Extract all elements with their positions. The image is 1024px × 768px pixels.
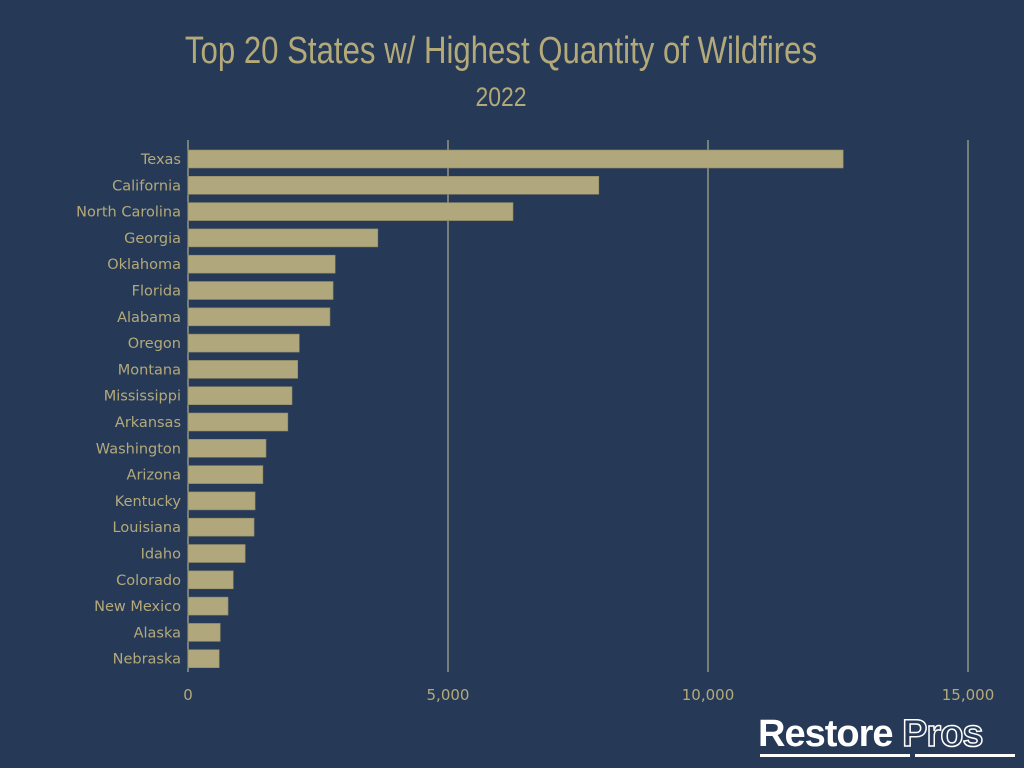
bar-kentucky bbox=[187, 491, 256, 511]
logo-underline bbox=[915, 754, 1015, 757]
category-label: Nebraska bbox=[113, 652, 181, 668]
chart-title: Top 20 States w/ Highest Quantity of Wil… bbox=[184, 30, 818, 72]
bar-georgia bbox=[187, 228, 379, 248]
bar-louisiana bbox=[187, 517, 255, 537]
bar-mississippi bbox=[187, 386, 293, 406]
x-tick-label: 0 bbox=[183, 686, 193, 704]
category-label: Alabama bbox=[117, 310, 181, 326]
category-label: Florida bbox=[132, 284, 181, 300]
category-label: Louisiana bbox=[113, 520, 181, 536]
category-label: Georgia bbox=[124, 231, 181, 247]
bar-colorado bbox=[187, 570, 234, 590]
category-label: North Carolina bbox=[76, 205, 181, 221]
bar-north-carolina bbox=[187, 202, 514, 221]
x-tick-label: 10,000 bbox=[682, 686, 735, 704]
category-label: Washington bbox=[96, 441, 181, 457]
category-label: Idaho bbox=[141, 547, 182, 563]
category-label: Alaska bbox=[134, 625, 181, 641]
category-label: Montana bbox=[118, 362, 181, 378]
category-label: Oregon bbox=[128, 336, 181, 352]
category-label: California bbox=[112, 178, 181, 194]
bar-nebraska bbox=[187, 649, 220, 669]
bar-florida bbox=[187, 281, 334, 300]
category-label: New Mexico bbox=[94, 599, 181, 615]
bar-arkansas bbox=[187, 412, 289, 432]
chart-subtitle: 2022 bbox=[475, 82, 527, 112]
bar-idaho bbox=[187, 544, 246, 563]
bar-alabama bbox=[187, 307, 331, 327]
x-tick-label: 5,000 bbox=[427, 686, 470, 704]
bar-alaska bbox=[187, 623, 221, 642]
bar-washington bbox=[187, 438, 267, 458]
category-label: Mississippi bbox=[104, 389, 181, 405]
category-label: Arkansas bbox=[115, 415, 181, 431]
bar-oregon bbox=[187, 333, 300, 353]
category-label: Colorado bbox=[116, 573, 181, 589]
logo-underline bbox=[760, 754, 910, 757]
restore-pros-logo: Restore Pros bbox=[758, 712, 984, 756]
category-label: Oklahoma bbox=[107, 257, 181, 273]
category-label: Arizona bbox=[127, 468, 181, 484]
bar-arizona bbox=[187, 465, 264, 484]
x-tick-label: 15,000 bbox=[942, 686, 995, 704]
bar-montana bbox=[187, 360, 299, 379]
bar-california bbox=[187, 176, 600, 195]
bar-new-mexico bbox=[187, 596, 229, 616]
category-label: Texas bbox=[140, 152, 181, 168]
bar-oklahoma bbox=[187, 254, 336, 274]
category-label: Kentucky bbox=[115, 494, 182, 510]
bar-texas bbox=[187, 149, 844, 169]
